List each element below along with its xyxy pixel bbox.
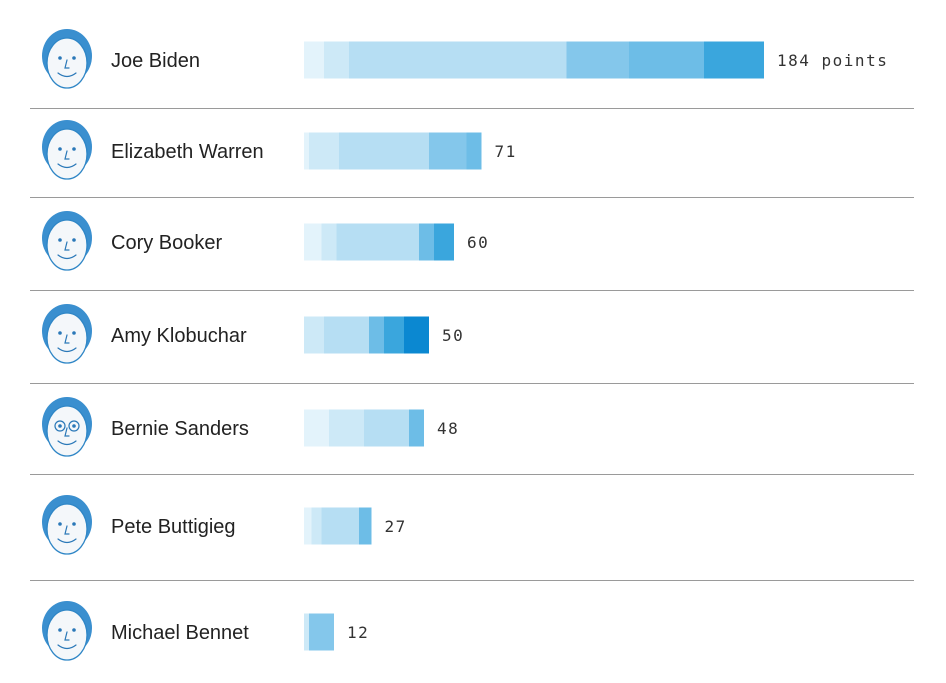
bar-segment: [324, 316, 369, 354]
candidate-name: Elizabeth Warren: [111, 141, 264, 163]
candidate-name: Cory Booker: [111, 232, 222, 254]
bar-segment: [434, 223, 454, 261]
bar-segment: [304, 223, 322, 261]
bar-segment: [359, 507, 372, 545]
bar-segment: [369, 316, 384, 354]
bar-segment: [329, 409, 364, 447]
joe-biden-portrait-icon: [42, 29, 92, 89]
bar-segment: [304, 132, 309, 170]
bar-segment: [304, 316, 324, 354]
bar-segment: [409, 409, 424, 447]
bar-segment: [304, 409, 329, 447]
bar-segment: [419, 223, 434, 261]
bar-segment: [336, 223, 419, 261]
total-points-label: 60: [467, 233, 489, 252]
candidate-name: Michael Bennet: [111, 622, 249, 644]
candidate-row: Michael Bennet 12: [42, 601, 369, 661]
bar-segment: [339, 132, 429, 170]
total-points-label: 184 points: [777, 51, 888, 70]
bar-segment: [349, 41, 567, 79]
pete-buttigieg-portrait-icon: [42, 495, 92, 555]
candidate-name: Joe Biden: [111, 50, 200, 72]
bar-segment: [309, 613, 334, 651]
total-points-label: 27: [385, 517, 407, 536]
bar-segment: [429, 132, 454, 170]
bar-segment: [311, 507, 322, 545]
bar-segment: [304, 41, 324, 79]
candidate-row: Amy Klobuchar 50: [42, 304, 464, 364]
total-points-label: 12: [347, 623, 369, 642]
candidate-row: Bernie Sanders 48: [42, 397, 459, 457]
bar-segment: [309, 132, 339, 170]
candidate-row: Cory Booker 60: [42, 211, 489, 271]
candidate-row: Joe Biden 184 points: [42, 29, 888, 89]
bar-segment: [704, 41, 764, 79]
total-points-label: 48: [437, 419, 459, 438]
bar-segment: [384, 316, 404, 354]
bar-segment: [466, 132, 482, 170]
bar-segment: [566, 41, 617, 79]
bernie-sanders-portrait-icon: [42, 397, 92, 457]
bar-segment: [454, 132, 467, 170]
bar-segment: [616, 41, 629, 79]
candidate-name: Pete Buttigieg: [111, 516, 236, 538]
candidate-name: Bernie Sanders: [111, 418, 249, 440]
elizabeth-warren-portrait-icon: [42, 120, 92, 180]
cory-booker-portrait-icon: [42, 211, 92, 271]
bar-segment: [321, 507, 359, 545]
candidate-row: Elizabeth Warren 71: [42, 120, 517, 180]
michael-bennet-portrait-icon: [42, 601, 92, 661]
bar-segment: [404, 316, 429, 354]
bar-segment: [304, 613, 309, 651]
bar-segment: [304, 507, 312, 545]
bar-segment: [364, 409, 409, 447]
total-points-label: 71: [495, 142, 517, 161]
amy-klobuchar-portrait-icon: [42, 304, 92, 364]
bar-segment: [324, 41, 349, 79]
bar-segment: [321, 223, 337, 261]
candidate-name: Amy Klobuchar: [111, 325, 247, 347]
total-points-label: 50: [442, 326, 464, 345]
candidate-row: Pete Buttigieg 27: [42, 495, 407, 555]
bar-segment: [629, 41, 704, 79]
